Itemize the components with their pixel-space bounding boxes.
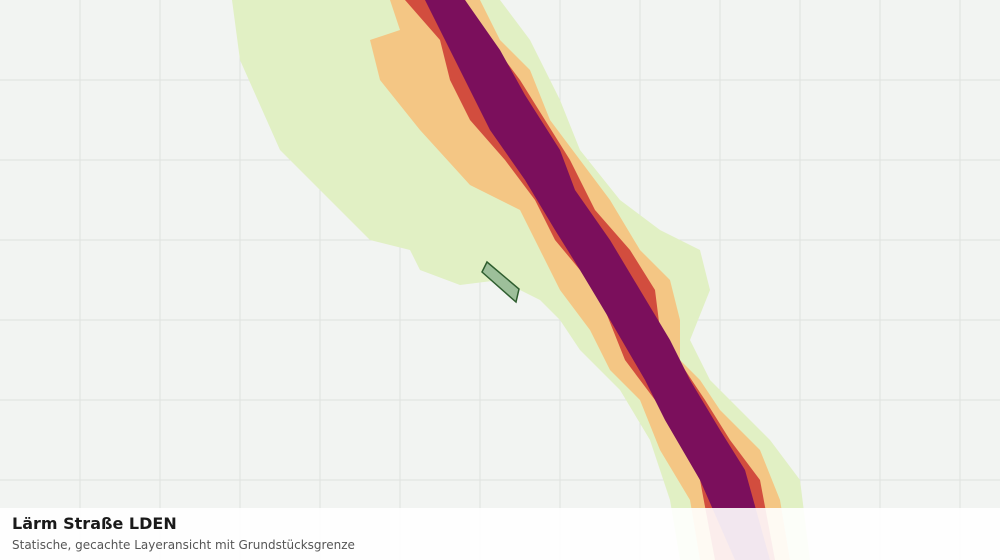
- noise-zone-very-high: [425, 0, 770, 560]
- layer-title: Lärm Straße LDEN: [12, 514, 177, 533]
- layer-subtitle: Statische, gecachte Layeransicht mit Gru…: [12, 538, 355, 552]
- map-footer: Lärm Straße LDEN Statische, gecachte Lay…: [0, 508, 1000, 560]
- parcel-boundary: [481, 260, 520, 304]
